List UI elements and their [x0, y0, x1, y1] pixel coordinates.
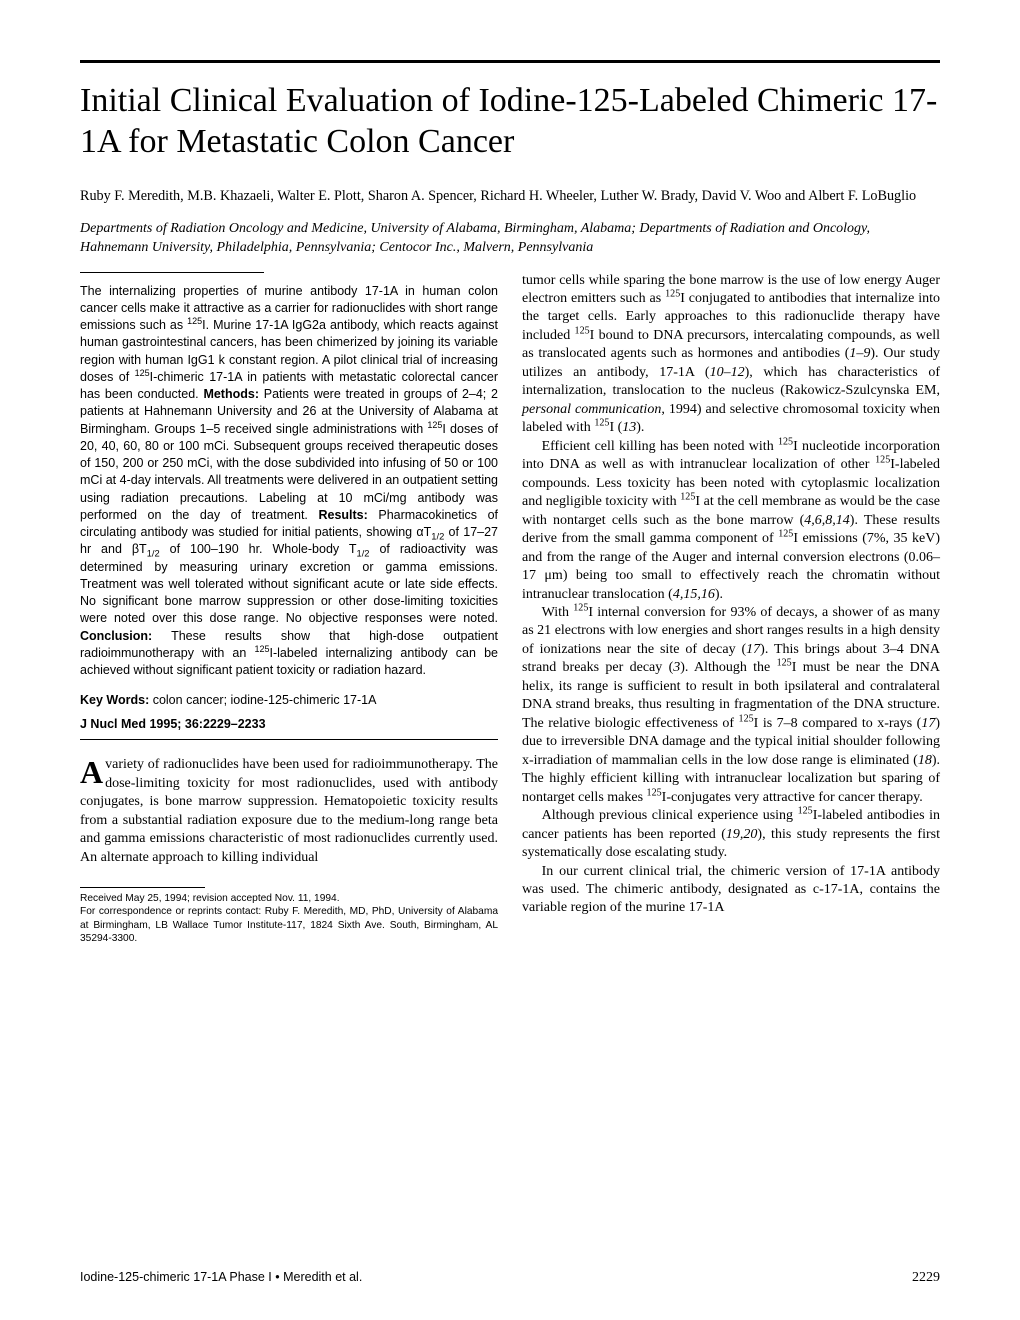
- ref-italic: 13: [622, 420, 636, 435]
- body-text: I is 7–8 compared to x-rays (: [754, 716, 922, 731]
- ref-italic: 17: [921, 716, 935, 731]
- top-rule: [80, 60, 940, 63]
- ref-italic: 17: [746, 642, 760, 657]
- isotope-sup: 125: [680, 492, 695, 503]
- half-sub: 1/2: [147, 549, 160, 559]
- isotope-sup: 125: [427, 419, 442, 429]
- body-paragraph: tumor cells while sparing the bone marro…: [522, 272, 940, 438]
- body-text: Although previous clinical experience us…: [542, 808, 798, 823]
- page-number: 2229: [912, 1270, 940, 1286]
- body-text: ).: [636, 420, 644, 435]
- abstract-text: I doses of 20, 40, 60, 80 or 100 mCi. Su…: [80, 422, 498, 522]
- journal-citation: J Nucl Med 1995; 36:2229–2233: [80, 717, 498, 731]
- ref-italic: 10–12: [710, 365, 745, 380]
- isotope-sup: 125: [594, 418, 609, 429]
- body-text: I-conjugates very attractive for cancer …: [662, 790, 923, 805]
- isotope-sup: 125: [778, 436, 793, 447]
- results-label: Results:: [318, 508, 367, 522]
- body-text: With: [542, 605, 574, 620]
- intro-paragraph: A variety of radionuclides have been use…: [80, 756, 498, 867]
- authors: Ruby F. Meredith, M.B. Khazaeli, Walter …: [80, 187, 940, 206]
- ref-italic: 19,20: [726, 827, 758, 842]
- isotope-sup: 125: [187, 316, 202, 326]
- abstract-top-rule: [80, 272, 264, 273]
- isotope-sup: 125: [875, 455, 890, 466]
- isotope-sup: 125: [573, 602, 588, 613]
- body-text-left: A variety of radionuclides have been use…: [80, 756, 498, 867]
- footnote-rule: [80, 887, 205, 888]
- isotope-sup: 125: [254, 644, 269, 654]
- body-paragraph: Although previous clinical experience us…: [522, 807, 940, 862]
- isotope-sup: 125: [777, 658, 792, 669]
- dropcap: A: [80, 760, 103, 786]
- isotope-sup: 125: [739, 713, 754, 724]
- body-paragraph: In our current clinical trial, the chime…: [522, 863, 940, 918]
- isotope-sup: 125: [135, 368, 150, 378]
- keywords-line: Key Words: colon cancer; iodine-125-chim…: [80, 693, 498, 707]
- right-column: tumor cells while sparing the bone marro…: [522, 272, 940, 946]
- keywords-text: colon cancer; iodine-125-chimeric 17-1A: [149, 693, 376, 707]
- isotope-sup: 125: [575, 325, 590, 336]
- two-column-layout: The internalizing properties of murine a…: [80, 272, 940, 946]
- isotope-sup: 125: [665, 288, 680, 299]
- half-sub: 1/2: [431, 532, 444, 542]
- body-text: ).: [715, 587, 723, 602]
- body-text: Efficient cell killing has been noted wi…: [542, 439, 778, 454]
- isotope-sup: 125: [798, 805, 813, 816]
- personal-comm: personal communication: [522, 402, 661, 417]
- half-sub: 1/2: [357, 549, 370, 559]
- left-column: The internalizing properties of murine a…: [80, 272, 498, 946]
- ref-italic: 18: [918, 753, 932, 768]
- methods-label: Methods:: [203, 387, 259, 401]
- body-text: variety of radionuclides have been used …: [80, 757, 498, 864]
- isotope-sup: 125: [647, 787, 662, 798]
- keywords-label: Key Words:: [80, 693, 149, 707]
- abstract: The internalizing properties of murine a…: [80, 283, 498, 680]
- footnote: Received May 25, 1994; revision accepted…: [80, 892, 498, 945]
- page-footer: Iodine-125-chimeric 17-1A Phase I • Mere…: [80, 1270, 940, 1286]
- body-text: I (: [609, 420, 622, 435]
- ref-italic: 4,15,16: [673, 587, 715, 602]
- conclusion-label: Conclusion:: [80, 629, 152, 643]
- abstract-bottom-rule: [80, 739, 498, 740]
- isotope-sup: 125: [778, 528, 793, 539]
- article-title: Initial Clinical Evaluation of Iodine-12…: [80, 81, 940, 163]
- received-date: Received May 25, 1994; revision accepted…: [80, 892, 498, 905]
- ref-italic: 4,6,8,14: [804, 513, 850, 528]
- affiliations: Departments of Radiation Oncology and Me…: [80, 220, 940, 258]
- body-text-right: tumor cells while sparing the bone marro…: [522, 272, 940, 918]
- correspondence: For correspondence or reprints contact: …: [80, 905, 498, 945]
- abstract-text: of 100–190 hr. Whole-body T: [160, 542, 357, 556]
- body-paragraph: With 125I internal conversion for 93% of…: [522, 604, 940, 807]
- ref-italic: 1–9: [849, 346, 870, 361]
- body-text: ). Although the: [680, 660, 776, 675]
- body-paragraph: Efficient cell killing has been noted wi…: [522, 438, 940, 604]
- running-footer: Iodine-125-chimeric 17-1A Phase I • Mere…: [80, 1270, 362, 1286]
